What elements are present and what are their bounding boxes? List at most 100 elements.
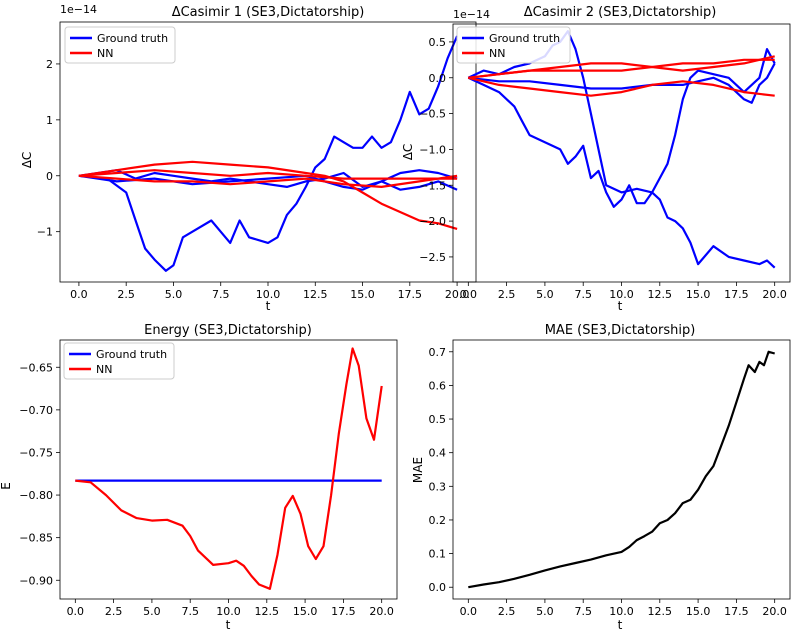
legend-box [456, 26, 571, 64]
x-tick-label: 12.5 [648, 288, 673, 301]
x-tick-label: 17.5 [398, 288, 423, 301]
y-tick-label: −1 [37, 226, 53, 239]
nn-line [78, 169, 458, 180]
x-tick-label: 2.5 [117, 288, 135, 301]
panel-mae: MAE (SE3,Dictatorship) MAE t 0.0 2.5 5.0 7.… [411, 323, 791, 632]
legend: Ground truth NN [456, 26, 571, 64]
ticks-layer: 0.0 2.5 5.0 7.5 10.0 12.5 15.0 17.5 20.0 −1 0 1 2 [37, 58, 470, 301]
panel-casimir-1: ΔCasimir 1 (SE3,Dictatorship) 1e−14 ΔC t… [20, 3, 477, 313]
x-axis-label: t [266, 299, 271, 313]
ticks-layer: 0.0 2.5 5.0 7.5 10.0 12.5 15.0 17.5 20.0 0.5 0.0 −0… [419, 36, 787, 301]
x-tick-label: 17.5 [724, 288, 749, 301]
y-tick-label: 0.6 [429, 379, 447, 392]
y-tick-label: −0.65 [19, 361, 53, 374]
y-axis-label: E [0, 482, 13, 490]
x-tick-label: 0.0 [460, 605, 478, 618]
y-tick-label: 0.2 [429, 514, 447, 527]
y-tick-label: 0.5 [429, 413, 447, 426]
legend-label-nn: NN [97, 47, 113, 60]
y-axis-label: ΔC [20, 152, 34, 169]
nn-line [78, 160, 458, 230]
chart-title: MAE (SE3,Dictatorship) [545, 323, 696, 338]
x-tick-label: 12.5 [303, 288, 328, 301]
nn-line [78, 174, 458, 188]
plot-frame [452, 339, 791, 600]
y-tick-label: 0.3 [429, 480, 447, 493]
lines-layer [468, 350, 775, 589]
legend-box [64, 26, 176, 64]
x-tick-label: 0.0 [67, 605, 85, 618]
x-axis-label: t [226, 618, 231, 632]
y-tick-label: −1.0 [419, 143, 446, 156]
y-tick-label: 0.0 [429, 72, 447, 85]
x-tick-label: 7.5 [574, 605, 592, 618]
x-tick-label: 0.0 [70, 288, 88, 301]
x-tick-label: 20.0 [369, 605, 394, 618]
x-tick-label: 17.5 [724, 605, 749, 618]
y-tick-label: −0.80 [19, 489, 53, 502]
y-tick-label: 2 [46, 58, 53, 71]
ground-truth-line [78, 169, 458, 191]
chart-title: Energy (SE3,Dictatorship) [144, 323, 312, 338]
x-tick-label: 2.5 [498, 288, 516, 301]
y-tick-label: −0.75 [19, 446, 53, 459]
x-tick-label: 10.0 [609, 605, 634, 618]
legend-label-ground-truth: Ground truth [97, 32, 168, 45]
x-tick-label: 5.0 [536, 288, 554, 301]
x-tick-label: 7.5 [574, 288, 592, 301]
x-tick-label: 12.5 [255, 605, 280, 618]
x-tick-label: 15.0 [686, 288, 711, 301]
legend-label-ground-truth: Ground truth [489, 32, 560, 45]
ground-truth-line [467, 76, 776, 269]
x-tick-label: 0.0 [460, 288, 478, 301]
nn-line [75, 347, 383, 590]
y-tick-label: 0.5 [429, 36, 447, 49]
x-tick-label: 15.0 [686, 605, 711, 618]
x-tick-label: 15.0 [350, 288, 375, 301]
x-tick-label: 17.5 [331, 605, 356, 618]
y-tick-label: −1.5 [419, 179, 446, 192]
y-tick-label: 0 [46, 170, 53, 183]
x-tick-label: 2.5 [105, 605, 123, 618]
y-tick-label: −2.5 [419, 251, 446, 264]
x-axis-label: t [618, 299, 623, 313]
y-tick-label: −2.0 [419, 215, 446, 228]
ground-truth-line [468, 62, 776, 104]
x-tick-label: 10.0 [216, 605, 241, 618]
x-tick-label: 7.5 [181, 605, 199, 618]
nn-line [468, 76, 775, 97]
y-offset-text: 1e−14 [60, 3, 97, 16]
mae-line [468, 350, 775, 589]
ground-truth-line [78, 35, 459, 272]
plot-frame [452, 23, 791, 283]
legend-label-nn: NN [489, 47, 505, 60]
y-tick-label: 0.0 [429, 581, 447, 594]
x-tick-label: 15.0 [293, 605, 318, 618]
x-tick-label: 7.5 [212, 288, 230, 301]
x-tick-label: 10.0 [609, 288, 634, 301]
legend: Ground truth NN [63, 342, 175, 380]
chart-title: ΔCasimir 1 (SE3,Dictatorship) [172, 5, 365, 20]
x-tick-label: 10.0 [256, 288, 281, 301]
x-tick-label: 12.5 [648, 605, 673, 618]
y-axis-label: ΔC [401, 144, 415, 161]
plot-frame [59, 21, 477, 283]
y-tick-label: −0.70 [19, 404, 53, 417]
y-tick-label: 1 [46, 114, 53, 127]
x-tick-label: 20.0 [445, 288, 470, 301]
panel-energy: Energy (SE3,Dictatorship) E t 0.0 2.5 5.0 7… [0, 323, 398, 632]
lines-layer [78, 35, 459, 272]
ticks-layer: 0.0 2.5 5.0 7.5 10.0 12.5 15.0 17.5 20.0 0.0 0.1 0.… [429, 346, 787, 618]
lines-layer [75, 347, 383, 590]
y-tick-label: 0.4 [429, 447, 447, 460]
x-tick-label: 20.0 [762, 605, 787, 618]
legend-label-ground-truth: Ground truth [96, 348, 167, 361]
y-axis-label: MAE [411, 457, 425, 483]
x-axis-label: t [618, 618, 623, 632]
legend-label-nn: NN [96, 363, 112, 376]
x-tick-label: 2.5 [498, 605, 516, 618]
chart-title: ΔCasimir 2 (SE3,Dictatorship) [524, 5, 717, 20]
nn-line [468, 58, 775, 79]
y-tick-label: −0.5 [419, 108, 446, 121]
y-offset-text: 1e−14 [453, 8, 490, 21]
